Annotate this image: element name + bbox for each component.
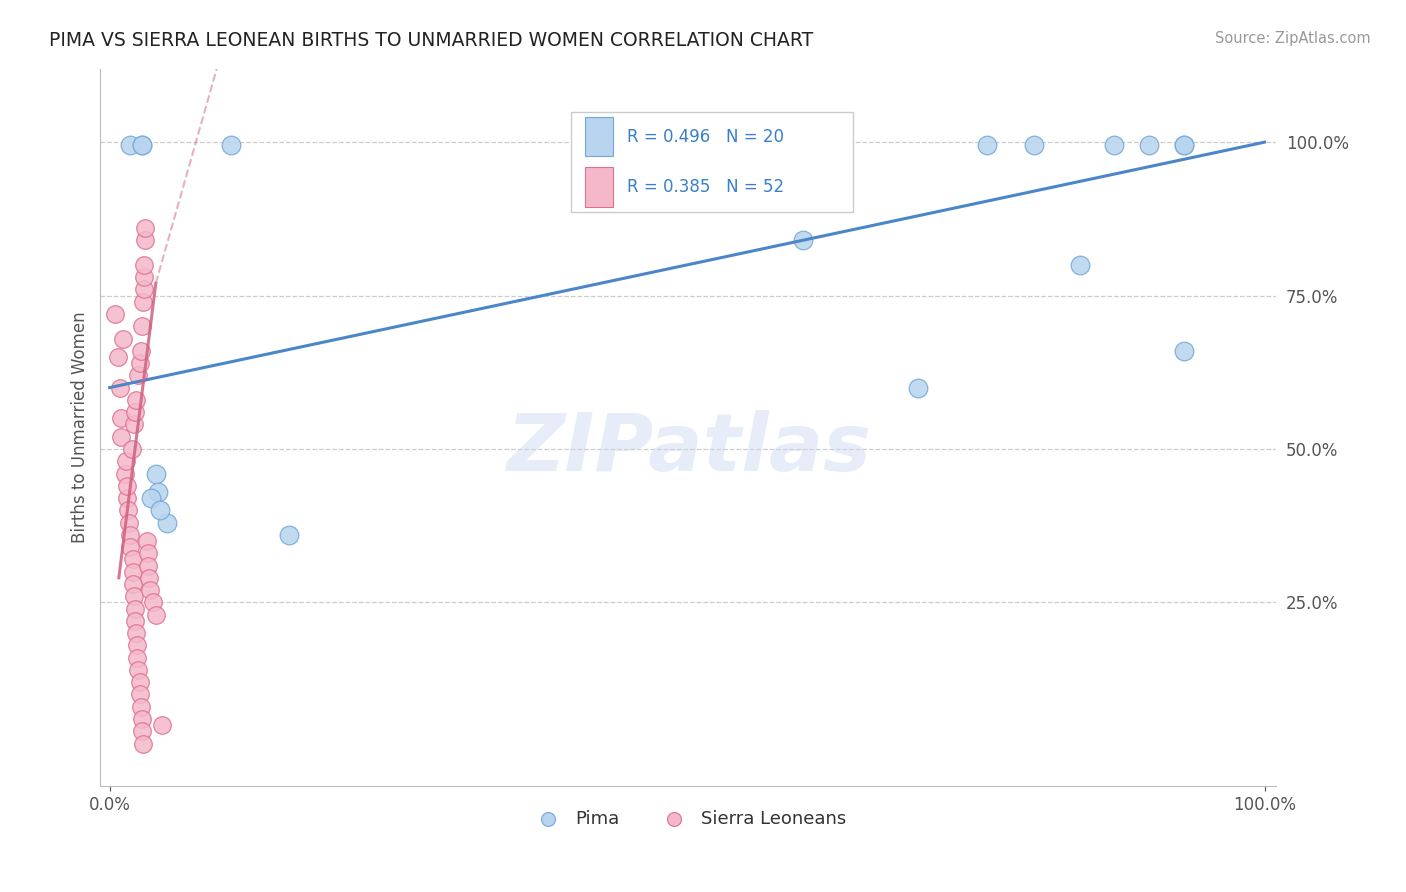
Pima	[146, 484, 169, 499]
Pima	[1022, 138, 1045, 153]
Sierra Leoneans	[118, 516, 141, 530]
Sierra Leoneans	[124, 601, 146, 615]
Pima	[156, 516, 179, 530]
Sierra Leoneans	[135, 534, 157, 549]
Pima	[145, 467, 167, 481]
Sierra Leoneans	[134, 270, 156, 285]
Sierra Leoneans	[112, 332, 135, 346]
Sierra Leoneans	[132, 737, 155, 751]
Pima	[131, 138, 153, 153]
Sierra Leoneans	[114, 467, 136, 481]
Text: PIMA VS SIERRA LEONEAN BIRTHS TO UNMARRIED WOMEN CORRELATION CHART: PIMA VS SIERRA LEONEAN BIRTHS TO UNMARRI…	[49, 31, 814, 50]
FancyBboxPatch shape	[585, 117, 613, 156]
FancyBboxPatch shape	[571, 112, 853, 212]
Sierra Leoneans	[125, 392, 148, 407]
Sierra Leoneans	[127, 368, 149, 383]
Sierra Leoneans	[127, 650, 149, 665]
Legend: Pima, Sierra Leoneans: Pima, Sierra Leoneans	[523, 803, 853, 835]
Pima	[131, 138, 153, 153]
Text: R = 0.496   N = 20: R = 0.496 N = 20	[627, 128, 785, 145]
Sierra Leoneans	[108, 381, 131, 395]
Pima	[792, 233, 814, 247]
Sierra Leoneans	[145, 607, 167, 622]
Pima	[219, 138, 242, 153]
Sierra Leoneans	[129, 699, 152, 714]
Pima	[1173, 138, 1195, 153]
Sierra Leoneans	[120, 528, 142, 542]
Sierra Leoneans	[121, 552, 143, 566]
Text: R = 0.385   N = 52: R = 0.385 N = 52	[627, 178, 785, 196]
Sierra Leoneans	[134, 233, 156, 247]
Sierra Leoneans	[150, 718, 173, 732]
Sierra Leoneans	[142, 595, 165, 609]
Pima	[149, 503, 172, 517]
Y-axis label: Births to Unmarried Women: Births to Unmarried Women	[72, 311, 89, 543]
Sierra Leoneans	[122, 589, 145, 603]
Sierra Leoneans	[139, 583, 162, 598]
Pima	[976, 138, 998, 153]
Sierra Leoneans	[121, 442, 143, 456]
Sierra Leoneans	[121, 565, 143, 579]
Sierra Leoneans	[134, 258, 156, 272]
Sierra Leoneans	[124, 614, 146, 628]
Pima	[1173, 343, 1195, 358]
Sierra Leoneans	[107, 350, 129, 364]
Sierra Leoneans	[131, 319, 153, 334]
Pima	[907, 381, 929, 395]
Sierra Leoneans	[134, 282, 156, 296]
FancyBboxPatch shape	[585, 167, 613, 207]
Sierra Leoneans	[136, 558, 159, 573]
Sierra Leoneans	[136, 546, 159, 560]
Sierra Leoneans	[125, 626, 148, 640]
Text: Source: ZipAtlas.com: Source: ZipAtlas.com	[1215, 31, 1371, 46]
Sierra Leoneans	[110, 411, 132, 425]
Pima	[120, 138, 142, 153]
Sierra Leoneans	[122, 417, 145, 432]
Sierra Leoneans	[138, 571, 160, 585]
Sierra Leoneans	[134, 221, 156, 235]
Pima	[1104, 138, 1126, 153]
Sierra Leoneans	[121, 577, 143, 591]
Sierra Leoneans	[128, 356, 150, 370]
Pima	[141, 491, 163, 505]
Pima	[1069, 258, 1091, 272]
Sierra Leoneans	[128, 675, 150, 690]
Sierra Leoneans	[120, 540, 142, 554]
Pima	[1137, 138, 1160, 153]
Sierra Leoneans	[128, 688, 150, 702]
Sierra Leoneans	[114, 454, 136, 468]
Sierra Leoneans	[104, 307, 127, 321]
Sierra Leoneans	[131, 724, 153, 739]
Text: ZIPatlas: ZIPatlas	[506, 410, 870, 488]
Sierra Leoneans	[110, 430, 132, 444]
Sierra Leoneans	[127, 663, 149, 677]
Sierra Leoneans	[129, 343, 152, 358]
Sierra Leoneans	[115, 491, 138, 505]
Sierra Leoneans	[127, 638, 149, 652]
Pima	[277, 528, 299, 542]
Sierra Leoneans	[115, 479, 138, 493]
Sierra Leoneans	[132, 294, 155, 309]
Pima	[1173, 138, 1195, 153]
Sierra Leoneans	[117, 503, 139, 517]
Sierra Leoneans	[124, 405, 146, 419]
Sierra Leoneans	[131, 712, 153, 726]
